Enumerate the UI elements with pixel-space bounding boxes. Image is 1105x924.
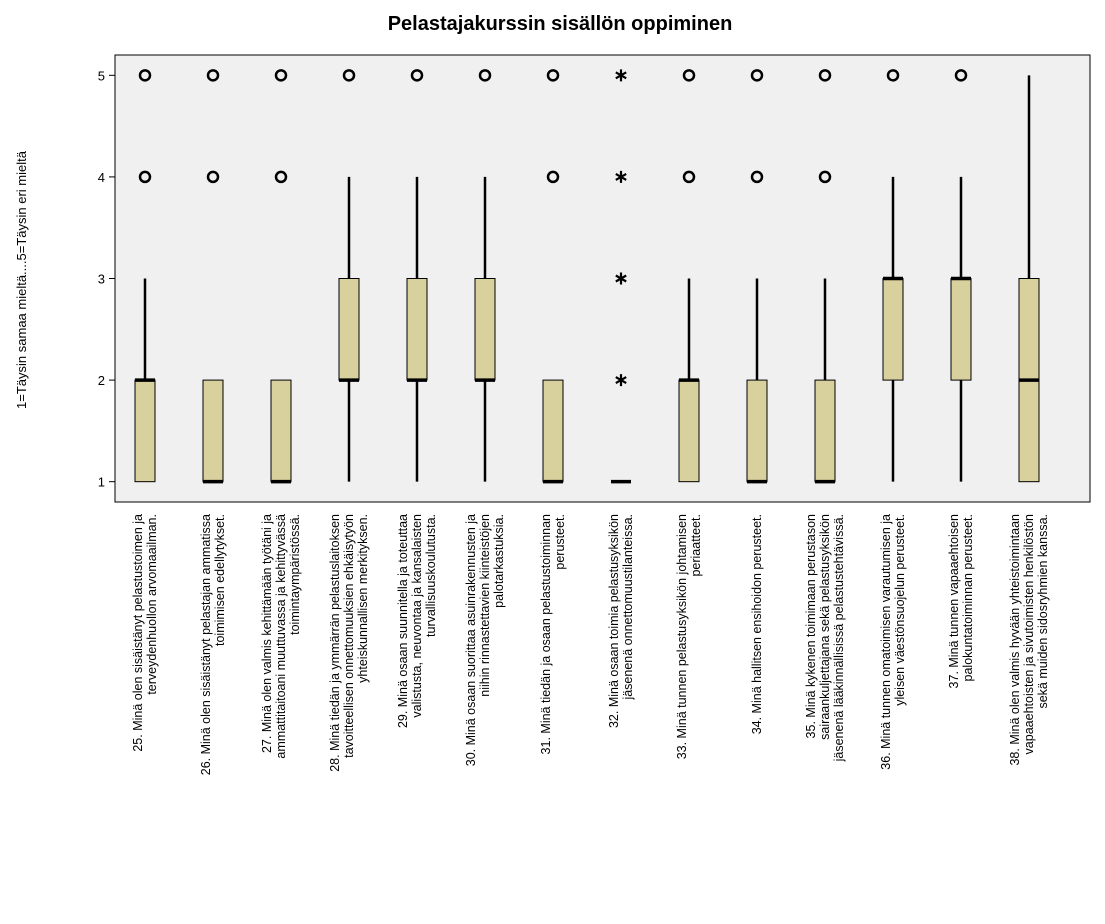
box-group <box>202 69 224 484</box>
x-tick-label: 30. Minä osaan suorittaa asuinrakennuste… <box>464 514 478 766</box>
x-tick-label: perusteet. <box>553 514 567 570</box>
box <box>202 379 224 483</box>
x-tick-label: jäsenenä lääkinnällisissä pelastustehtäv… <box>832 514 846 762</box>
extreme <box>615 69 627 82</box>
x-tick-label: 37. Minä tunnen vapaaehtoisen <box>947 514 961 688</box>
outlier <box>818 69 832 82</box>
outlier <box>138 170 152 184</box>
outlier <box>818 170 832 184</box>
x-tick-label: sekä muiden sidosryhmien kanssa. <box>1036 514 1050 709</box>
x-tick-label: 35. Minä kykenen toimimaan perustason <box>804 514 818 738</box>
outlier <box>682 170 696 184</box>
x-tick-label: ammattitaitoani muuttuvassa ja kehittyvä… <box>274 514 288 759</box>
outlier <box>478 69 492 82</box>
x-tick-label: yhteiskunnallisen merkityksen. <box>356 514 370 683</box>
box-group <box>338 69 360 482</box>
outlier <box>750 170 764 184</box>
extreme <box>615 272 627 285</box>
outlier <box>206 69 220 82</box>
box <box>542 379 564 483</box>
x-tick-label: palotarkastuksia. <box>492 514 506 608</box>
box-group <box>814 69 836 484</box>
x-tick-label: toimimisen edellytykset. <box>213 514 227 646</box>
x-tick-label: toimintaympäristössä. <box>288 514 302 635</box>
box <box>338 278 360 381</box>
x-tick-label: 25. Minä olen sisäistänyt pelastustoimen… <box>131 514 145 752</box>
box-group <box>611 69 631 484</box>
x-tick-label: 32. Minä osaan toimia pelastusyksikön <box>607 514 621 728</box>
x-tick-label: periaatteet. <box>689 514 703 577</box>
box-group <box>270 69 292 484</box>
x-tick-label: terveydenhuollon arvomaailman. <box>145 514 159 695</box>
box-group <box>1018 75 1040 483</box>
x-tick-label: 27. Minä olen valmis kehittämään työtäni… <box>260 514 274 753</box>
chart-title: Pelastajakurssin sisällön oppiminen <box>388 13 733 35</box>
x-tick-label: vapaaehtoisten ja sivutoimisten henkilös… <box>1022 514 1036 754</box>
y-tick-label: 4 <box>98 170 105 185</box>
box <box>474 278 496 381</box>
outlier <box>410 69 424 82</box>
outlier <box>138 69 152 82</box>
outlier <box>546 170 560 184</box>
box <box>882 278 904 381</box>
x-tick-label: jäsenenä onnettomuustilanteissa. <box>621 514 635 701</box>
x-tick-label: 29. Minä osaan suunnitella ja toteuttaa <box>396 514 410 728</box>
y-tick-label: 2 <box>98 373 105 388</box>
x-tick-label: niihin rinnastettavien kiinteistöjen <box>478 514 492 697</box>
x-tick-label: palokuntatoiminnan perusteet. <box>961 514 975 681</box>
box-group <box>542 69 564 484</box>
y-tick-label: 3 <box>98 272 105 287</box>
box-group <box>678 69 700 483</box>
outlier <box>750 69 764 82</box>
x-tick-label: yleisen väestönsuojelun perusteet. <box>893 514 907 706</box>
box-group <box>406 69 428 482</box>
x-tick-label: 28. Minä tiedän ja ymmärrän pelastuslait… <box>328 514 342 772</box>
box-group <box>746 69 768 484</box>
x-tick-label: 36. Minä tunnen omatoimisen varautumisen… <box>879 514 893 770</box>
box <box>746 379 768 483</box>
box-group <box>134 69 156 483</box>
y-tick-label: 1 <box>98 475 105 490</box>
box <box>814 379 836 483</box>
box-group <box>950 69 972 482</box>
extreme <box>615 374 627 387</box>
outlier <box>206 170 220 184</box>
x-tick-label: 31. Minä tiedän ja osaan pelastustoiminn… <box>539 514 553 754</box>
y-tick-label: 5 <box>98 68 105 83</box>
box <box>270 379 292 483</box>
x-tick-label: sairaankuljettajana sekä pelastusyksikön <box>818 514 832 740</box>
x-tick-label: 33. Minä tunnen pelastusyksikön johtamis… <box>675 514 689 759</box>
x-tick-label: valistusta, neuvontaa ja kansalaisten <box>410 514 424 718</box>
x-tick-label: turvallisuuskoulutusta. <box>424 514 438 637</box>
y-axis-label: 1=Täysin samaa mieltä....5=Täysin eri mi… <box>14 150 29 409</box>
extreme <box>615 170 627 183</box>
box <box>406 278 428 381</box>
outlier <box>886 69 900 82</box>
box-group <box>474 69 496 482</box>
outlier <box>274 170 288 184</box>
box <box>134 379 156 483</box>
plot-area <box>114 54 1091 503</box>
box <box>678 379 700 483</box>
outlier <box>274 69 288 82</box>
x-tick-label: 26. Minä olen sisäistänyt pelastajan amm… <box>199 514 213 775</box>
x-tick-label: 38. Minä olen valmis hyvään yhteistoimin… <box>1008 514 1022 766</box>
outlier <box>682 69 696 82</box>
outlier <box>342 69 356 82</box>
x-tick-label: tavoitteellisen onnettomuuksien ehkäisyt… <box>342 514 356 758</box>
outlier <box>546 69 560 82</box>
box <box>950 278 972 381</box>
x-tick-label: 34. Minä hallitsen ensihoidon perusteet. <box>750 514 764 734</box>
outlier <box>954 69 968 82</box>
box-group <box>882 69 904 482</box>
